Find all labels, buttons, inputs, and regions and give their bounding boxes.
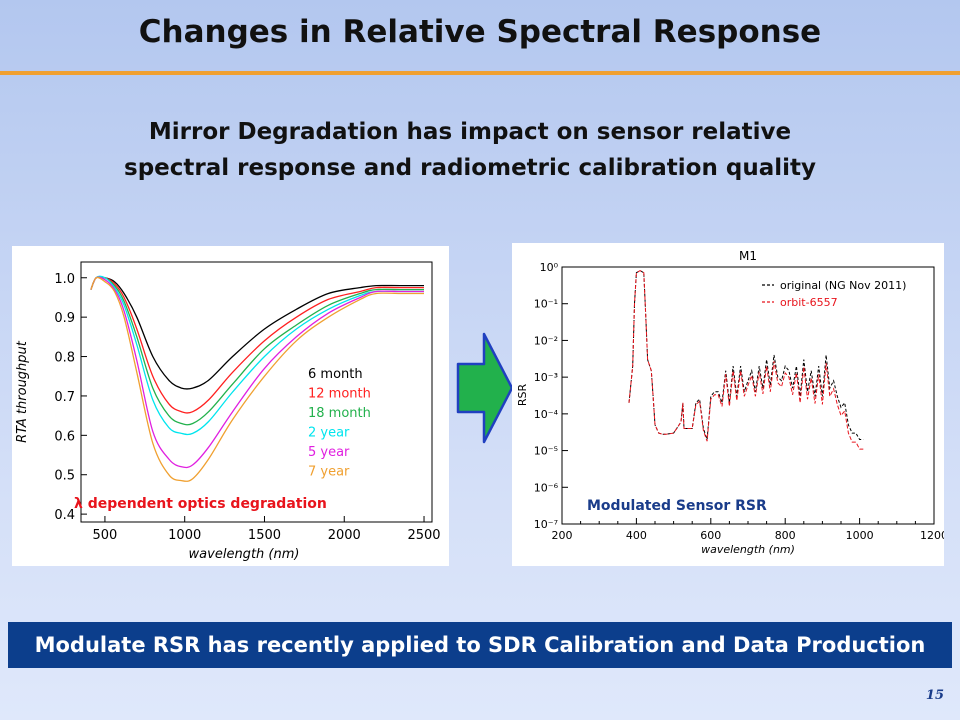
chart-title: M1 [739,249,757,263]
legend-item-original-ng-nov-2011: original (NG Nov 2011) [780,279,906,292]
series-line-2-year [90,275,425,436]
y-axis-label: RTA throughput [15,340,30,443]
x-tick-label: 400 [626,529,647,542]
legend-item-orbit-6557: orbit-6557 [780,296,838,309]
title-underline [0,71,960,75]
slide-subtitle: Mirror Degradation has impact on sensor … [60,114,880,186]
y-tick-label: 10⁻⁴ [534,408,559,421]
series-line-5-year [90,276,425,469]
series-line-12-month [90,276,424,414]
series-line-orbit-6557 [628,270,864,450]
subtitle-line-1: Mirror Degradation has impact on sensor … [148,119,792,145]
x-tick-label: 2500 [407,528,440,543]
y-tick-label: 10⁻⁵ [534,445,558,458]
subtitle-line-2: spectral response and radiometric calibr… [124,155,816,181]
legend-item-5-year: 5 year [308,445,350,460]
slide-title: Changes in Relative Spectral Response [138,14,822,50]
legend-item-7-year: 7 year [308,465,350,480]
x-tick-label: 500 [93,528,118,543]
y-tick-label: 10⁻⁷ [534,518,558,531]
legend-item-6-month: 6 month [308,367,363,382]
plot-frame [561,266,935,525]
series-line-6-month [90,276,424,390]
x-tick-label: 1500 [248,528,281,543]
modulated-rsr-annotation: Modulated Sensor RSR [587,498,767,514]
y-tick-label: 0.4 [54,508,75,523]
y-tick-label: 10⁻⁶ [534,481,559,494]
page-number: 15 [925,688,944,703]
legend-item-2-year: 2 year [308,426,350,441]
y-tick-label: 1.0 [54,272,75,287]
legend-item-18-month: 18 month [308,406,371,421]
legend-item-12-month: 12 month [308,387,371,402]
x-tick-label: 2000 [328,528,361,543]
series-line-7-year [90,276,424,482]
y-tick-label: 10⁰ [540,261,559,274]
y-tick-label: 10⁻² [534,334,558,347]
rta-throughput-chart-panel: 500 1000 1500 2000 2500 0.4 0.5 0.6 0.7 0.8 0.9 1.0… [12,246,449,566]
x-tick-label: 200 [552,529,573,542]
y-tick-label: 10⁻¹ [534,298,558,311]
plot-frame [80,261,433,523]
y-tick-label: 0.8 [54,351,75,366]
y-tick-label: 0.6 [54,429,75,444]
x-tick-label: 600 [700,529,721,542]
y-tick-label: 0.5 [54,469,75,484]
optics-degradation-annotation: λ dependent optics degradation [74,496,327,512]
right-arrow-icon [456,332,514,444]
bottom-banner: Modulate RSR has recently applied to SDR… [8,622,952,668]
x-tick-label: 1000 [168,528,201,543]
rta-throughput-chart: 500 1000 1500 2000 2500 0.4 0.5 0.6 0.7 0.8 0.9 1.0… [15,261,441,562]
y-axis-label: RSR [516,384,529,407]
y-tick-label: 0.9 [54,311,75,326]
series-line-18-month [90,275,424,426]
y-tick-label: 0.7 [54,390,75,405]
x-axis-label: wavelength (nm) [701,543,795,556]
y-tick-label: 10⁻³ [534,371,558,384]
x-tick-label: 800 [775,529,796,542]
x-tick-label: 1000 [846,529,874,542]
x-axis-label: wavelength (nm) [189,547,300,562]
